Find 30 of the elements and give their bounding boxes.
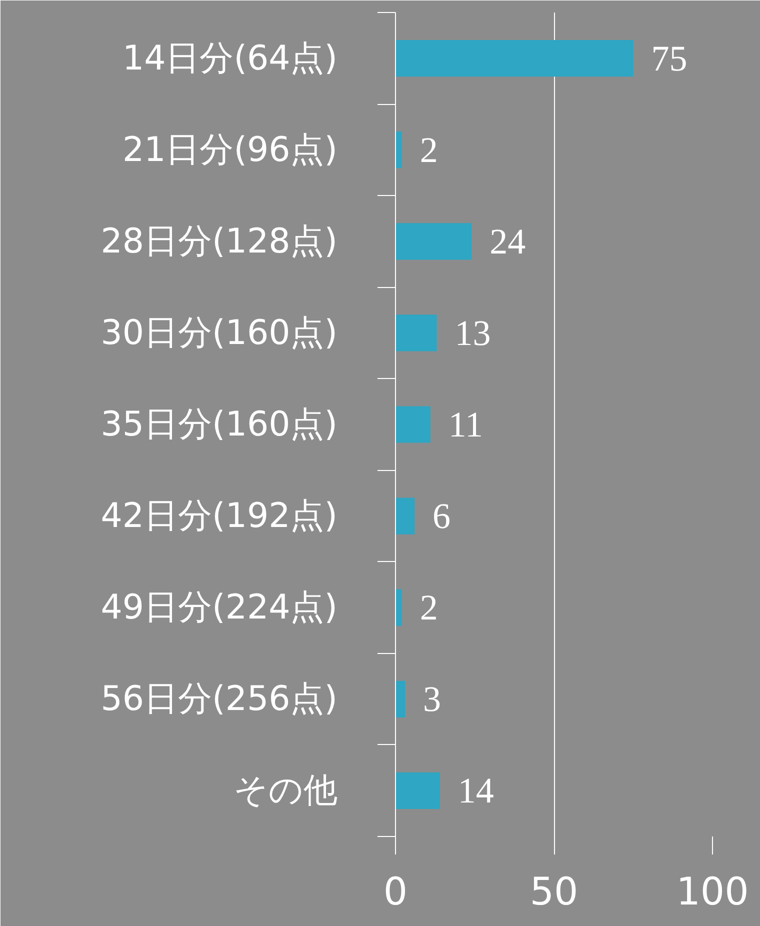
y-tick-label: 49日分(224点) xyxy=(100,588,338,628)
data-label: 2 xyxy=(420,588,438,628)
data-label: 2 xyxy=(420,130,438,170)
data-label: 75 xyxy=(651,38,688,78)
bar xyxy=(396,589,402,626)
data-label: 6 xyxy=(432,496,451,536)
y-tick-label: 30日分(160点) xyxy=(100,312,338,353)
data-label: 24 xyxy=(490,221,526,262)
bar xyxy=(396,223,472,260)
y-tick-label: 21日分(96点) xyxy=(122,130,338,170)
data-label: 14 xyxy=(458,770,494,811)
x-tick-label: 50 xyxy=(530,870,578,914)
y-tick-label: 42日分(192点) xyxy=(100,496,338,536)
x-tick-label: 0 xyxy=(383,870,408,914)
x-tick-label: 100 xyxy=(676,870,749,914)
bar xyxy=(396,40,634,77)
bar xyxy=(396,314,437,352)
data-label: 3 xyxy=(423,679,442,720)
y-tick-label: 28日分(128点) xyxy=(100,221,338,262)
bar xyxy=(396,680,406,718)
data-label: 13 xyxy=(454,312,491,353)
y-tick-label: 56日分(256点) xyxy=(100,679,338,720)
data-label: 11 xyxy=(448,404,484,444)
bar xyxy=(396,406,430,443)
y-tick-label: 35日分(160点) xyxy=(100,404,338,444)
y-tick-label: 14日分(64点) xyxy=(122,38,338,78)
bar xyxy=(396,132,402,168)
y-tick-label: その他 xyxy=(234,770,338,811)
bar xyxy=(396,498,415,534)
bar xyxy=(396,772,440,810)
